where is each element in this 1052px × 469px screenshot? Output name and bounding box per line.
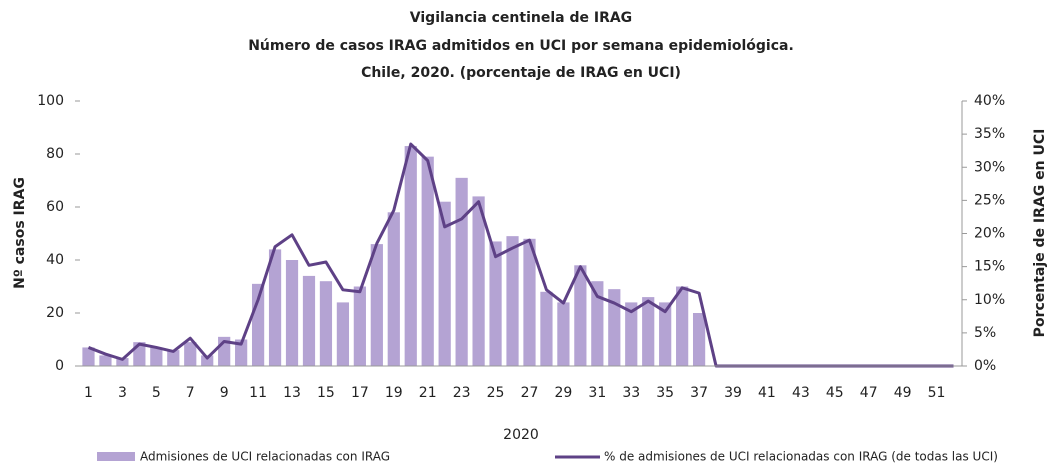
bar bbox=[472, 196, 485, 366]
legend-swatch bbox=[97, 452, 135, 461]
y-axis-label: Nº casos IRAG bbox=[12, 177, 28, 289]
bar bbox=[642, 297, 655, 366]
y2-tick-label: 15% bbox=[974, 259, 1005, 275]
x-axis-label: 2020 bbox=[503, 427, 539, 443]
x-tick-label: 19 bbox=[385, 385, 403, 401]
y-tick-label: 100 bbox=[37, 93, 64, 109]
y2-tick-label: 25% bbox=[974, 192, 1005, 208]
x-tick-label: 47 bbox=[860, 385, 878, 401]
y2-tick-label: 30% bbox=[974, 159, 1005, 175]
y2-tick-label: 10% bbox=[974, 292, 1005, 308]
bar bbox=[676, 286, 689, 366]
bar bbox=[319, 281, 333, 366]
x-tick-label: 25 bbox=[487, 385, 505, 401]
bar bbox=[574, 265, 587, 366]
bar bbox=[235, 339, 248, 366]
chart-title: Número de casos IRAG admitidos en UCI po… bbox=[248, 38, 794, 54]
bar bbox=[421, 156, 434, 366]
y2-tick-label: 0% bbox=[974, 358, 996, 374]
bar bbox=[116, 358, 129, 366]
bar bbox=[489, 241, 502, 366]
x-tick-label: 1 bbox=[84, 385, 93, 401]
bar bbox=[438, 201, 451, 366]
y-tick-label: 0 bbox=[55, 358, 64, 374]
x-tick-label: 43 bbox=[792, 385, 810, 401]
x-tick-label: 15 bbox=[317, 385, 335, 401]
y2-tick-label: 5% bbox=[974, 325, 996, 341]
x-tick-label: 13 bbox=[283, 385, 301, 401]
bar bbox=[184, 342, 197, 366]
chart-title: Vigilancia centinela de IRAG bbox=[410, 10, 632, 26]
y2-tick-label: 35% bbox=[974, 126, 1005, 142]
bar bbox=[404, 146, 417, 366]
bar bbox=[506, 236, 519, 366]
bar bbox=[201, 355, 214, 366]
x-tick-label: 21 bbox=[419, 385, 437, 401]
x-tick-label: 23 bbox=[453, 385, 471, 401]
x-tick-label: 39 bbox=[724, 385, 742, 401]
bar bbox=[540, 291, 553, 366]
x-tick-label: 7 bbox=[186, 385, 195, 401]
y-tick-label: 60 bbox=[46, 199, 64, 215]
y2-tick-label: 20% bbox=[974, 226, 1005, 242]
x-tick-label: 9 bbox=[220, 385, 229, 401]
bar bbox=[150, 347, 163, 366]
bar bbox=[659, 302, 672, 366]
x-tick-label: 49 bbox=[894, 385, 912, 401]
bar bbox=[455, 177, 468, 366]
bar bbox=[99, 355, 112, 366]
y-tick-label: 80 bbox=[46, 146, 64, 162]
bar bbox=[302, 275, 316, 366]
bar bbox=[167, 350, 180, 366]
x-tick-label: 33 bbox=[622, 385, 640, 401]
x-tick-label: 17 bbox=[351, 385, 369, 401]
bar bbox=[692, 313, 706, 366]
x-tick-label: 45 bbox=[826, 385, 844, 401]
legend-label: Admisiones de UCI relacionadas con IRAG bbox=[140, 450, 390, 464]
chart-title: Chile, 2020. (porcentaje de IRAG en UCI) bbox=[361, 65, 681, 81]
bar bbox=[608, 289, 621, 366]
bar bbox=[285, 260, 299, 366]
y-tick-label: 20 bbox=[46, 305, 64, 321]
bar bbox=[591, 281, 604, 366]
x-tick-label: 29 bbox=[554, 385, 572, 401]
x-tick-label: 41 bbox=[758, 385, 776, 401]
bar bbox=[336, 302, 350, 366]
bar bbox=[82, 347, 95, 366]
bar bbox=[523, 238, 536, 366]
x-tick-label: 5 bbox=[152, 385, 161, 401]
legend-label: % de admisiones de UCI relacionadas con … bbox=[604, 450, 998, 464]
x-tick-label: 27 bbox=[521, 385, 539, 401]
y-tick-label: 40 bbox=[46, 252, 64, 268]
x-tick-label: 51 bbox=[928, 385, 946, 401]
x-tick-label: 35 bbox=[656, 385, 674, 401]
x-tick-label: 3 bbox=[118, 385, 127, 401]
bar bbox=[387, 212, 400, 366]
x-tick-label: 11 bbox=[249, 385, 267, 401]
bar bbox=[625, 302, 638, 366]
bar bbox=[370, 244, 383, 366]
bar bbox=[353, 286, 366, 366]
y2-tick-label: 40% bbox=[974, 93, 1005, 109]
bar bbox=[557, 302, 570, 366]
y2-axis-label: Porcentaje de IRAG en UCI bbox=[1032, 129, 1048, 338]
x-tick-label: 37 bbox=[690, 385, 708, 401]
bar bbox=[268, 249, 282, 366]
x-tick-label: 31 bbox=[588, 385, 606, 401]
